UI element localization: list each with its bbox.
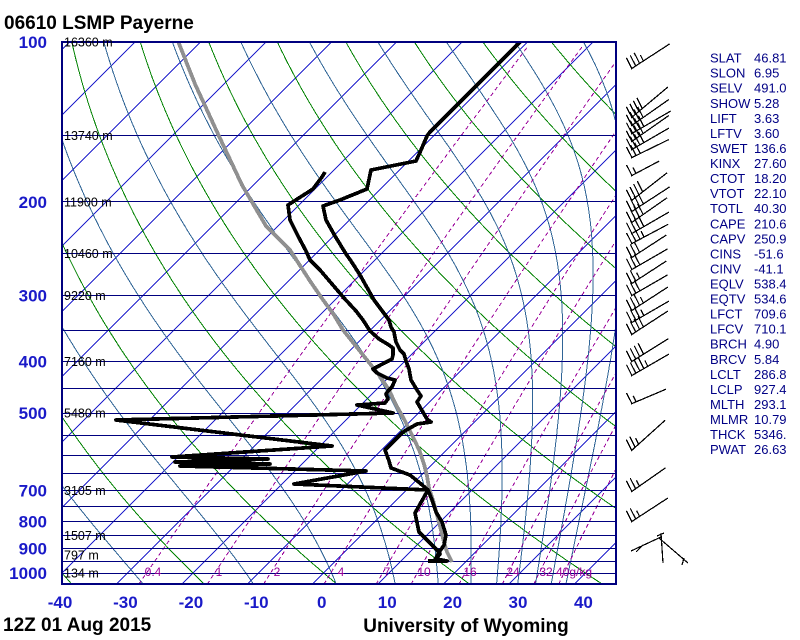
svg-text:1000: 1000 <box>9 564 47 583</box>
svg-text:538.4: 538.4 <box>754 277 787 292</box>
svg-text:CAPV: CAPV <box>710 231 746 246</box>
svg-text:3.63: 3.63 <box>754 111 779 126</box>
svg-text:1: 1 <box>216 565 223 579</box>
svg-text:CINV: CINV <box>710 261 741 276</box>
svg-text:40.30: 40.30 <box>754 201 787 216</box>
svg-text:BRCH: BRCH <box>710 337 747 352</box>
svg-text:BRCV: BRCV <box>710 352 746 367</box>
svg-text:CAPE: CAPE <box>710 216 746 231</box>
svg-text:LFCT: LFCT <box>710 307 743 322</box>
svg-text:0.4: 0.4 <box>145 565 162 579</box>
svg-text:LFTV: LFTV <box>710 126 742 141</box>
svg-text:6.95: 6.95 <box>754 66 779 81</box>
svg-text:900: 900 <box>19 540 47 559</box>
svg-text:22.10: 22.10 <box>754 186 787 201</box>
svg-text:300: 300 <box>19 286 47 305</box>
svg-text:20: 20 <box>443 593 462 612</box>
svg-text:927.4: 927.4 <box>754 382 787 397</box>
svg-text:KINX: KINX <box>710 156 741 171</box>
svg-text:SLON: SLON <box>710 66 745 81</box>
svg-text:7160 m: 7160 m <box>64 355 106 369</box>
svg-text:LCLP: LCLP <box>710 382 743 397</box>
svg-text:400: 400 <box>19 353 47 372</box>
svg-text:134 m: 134 m <box>64 567 99 581</box>
svg-text:06610 LSMP Payerne: 06610 LSMP Payerne <box>4 13 194 34</box>
svg-text:200: 200 <box>19 193 47 212</box>
svg-text:46.81: 46.81 <box>754 51 787 66</box>
svg-text:40: 40 <box>574 593 593 612</box>
svg-text:24: 24 <box>506 565 520 579</box>
svg-text:136.6: 136.6 <box>754 141 787 156</box>
svg-text:797 m: 797 m <box>64 549 99 563</box>
svg-text:SELV: SELV <box>710 81 743 96</box>
svg-text:VTOT: VTOT <box>710 186 744 201</box>
svg-text:27.60: 27.60 <box>754 156 787 171</box>
svg-text:700: 700 <box>19 482 47 501</box>
svg-text:University of Wyoming: University of Wyoming <box>363 616 569 637</box>
svg-text:LCLT: LCLT <box>710 367 741 382</box>
svg-text:293.1: 293.1 <box>754 397 787 412</box>
svg-text:210.6: 210.6 <box>754 216 787 231</box>
svg-text:709.6: 709.6 <box>754 307 787 322</box>
svg-text:491.0: 491.0 <box>754 81 787 96</box>
svg-text:500: 500 <box>19 404 47 423</box>
svg-text:100: 100 <box>19 33 47 52</box>
svg-text:30: 30 <box>509 593 528 612</box>
svg-text:MLTH: MLTH <box>710 397 744 412</box>
svg-text:LIFT: LIFT <box>710 111 737 126</box>
svg-text:12Z 01 Aug 2015: 12Z 01 Aug 2015 <box>3 615 152 636</box>
svg-text:CINS: CINS <box>710 246 741 261</box>
svg-text:SWET: SWET <box>710 141 748 156</box>
svg-text:16: 16 <box>463 565 477 579</box>
svg-text:THCK: THCK <box>710 427 746 442</box>
svg-text:1507 m: 1507 m <box>64 529 106 543</box>
svg-text:250.9: 250.9 <box>754 231 787 246</box>
svg-text:LFCV: LFCV <box>710 322 744 337</box>
svg-text:-10: -10 <box>244 593 269 612</box>
svg-text:286.8: 286.8 <box>754 367 787 382</box>
svg-text:800: 800 <box>19 513 47 532</box>
svg-text:5346.: 5346. <box>754 427 787 442</box>
svg-text:32: 32 <box>539 565 553 579</box>
svg-text:18.20: 18.20 <box>754 171 787 186</box>
svg-text:-41.1: -41.1 <box>754 261 784 276</box>
svg-text:16360 m: 16360 m <box>64 36 113 50</box>
svg-text:10.79: 10.79 <box>754 412 787 427</box>
svg-text:4: 4 <box>338 565 345 579</box>
svg-text:-40: -40 <box>48 593 73 612</box>
svg-text:11900 m: 11900 m <box>64 195 112 209</box>
svg-text:4.90: 4.90 <box>754 337 779 352</box>
svg-text:-51.6: -51.6 <box>754 246 784 261</box>
svg-text:PWAT: PWAT <box>710 442 746 457</box>
svg-text:0: 0 <box>317 593 326 612</box>
svg-text:5480 m: 5480 m <box>64 407 106 421</box>
svg-text:5.84: 5.84 <box>754 352 779 367</box>
svg-text:-20: -20 <box>179 593 204 612</box>
svg-text:3.60: 3.60 <box>754 126 779 141</box>
svg-text:-30: -30 <box>113 593 138 612</box>
svg-text:SLAT: SLAT <box>710 51 742 66</box>
svg-text:9220 m: 9220 m <box>64 289 106 303</box>
svg-text:3105 m: 3105 m <box>64 484 106 498</box>
svg-text:5.28: 5.28 <box>754 96 779 111</box>
svg-text:EQLV: EQLV <box>710 277 744 292</box>
svg-text:2: 2 <box>274 565 281 579</box>
svg-text:534.6: 534.6 <box>754 292 787 307</box>
svg-text:710.1: 710.1 <box>754 322 787 337</box>
svg-text:EQTV: EQTV <box>710 292 746 307</box>
svg-text:26.63: 26.63 <box>754 442 787 457</box>
svg-text:TOTL: TOTL <box>710 201 743 216</box>
svg-text:10: 10 <box>417 565 431 579</box>
svg-text:13740 m: 13740 m <box>64 129 113 143</box>
svg-text:40g/kg: 40g/kg <box>556 565 592 579</box>
svg-text:10: 10 <box>378 593 397 612</box>
svg-text:CTOT: CTOT <box>710 171 745 186</box>
svg-text:10460 m: 10460 m <box>64 247 113 261</box>
svg-text:SHOW: SHOW <box>710 96 751 111</box>
svg-text:MLMR: MLMR <box>710 412 748 427</box>
svg-text:7: 7 <box>384 565 391 579</box>
